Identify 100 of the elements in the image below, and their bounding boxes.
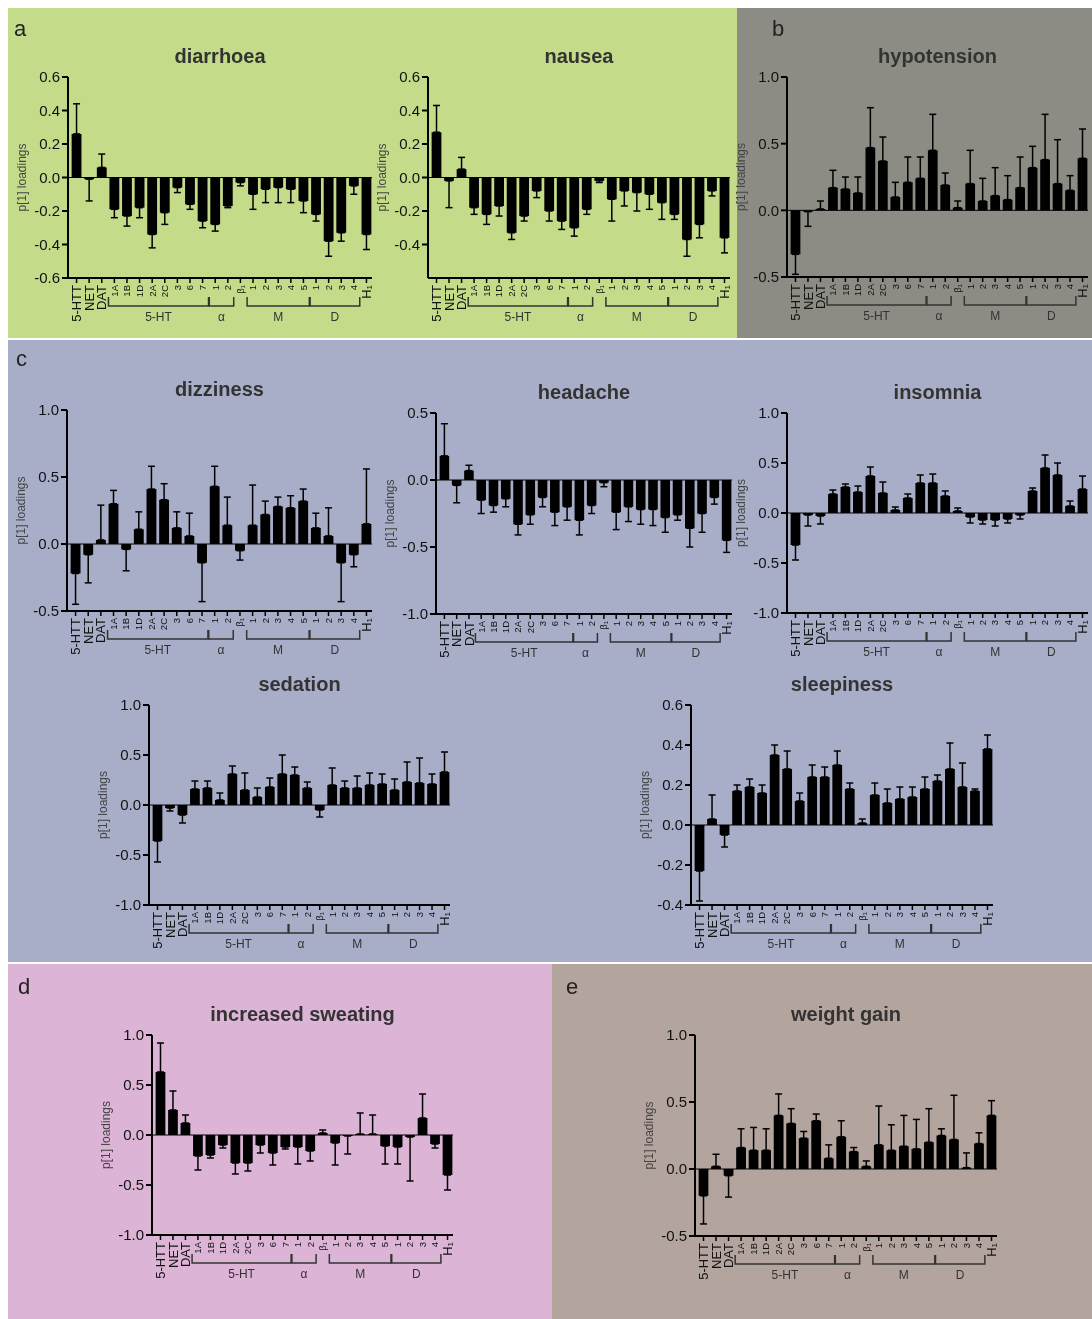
y-tick-label: -0.4 [657, 896, 683, 914]
x-tick-label: 2C [158, 617, 170, 631]
text: 5-HT [771, 1268, 799, 1282]
text: M [635, 646, 646, 660]
x-tick-label: 3 [171, 285, 183, 291]
y-tick-label: 0.2 [399, 135, 420, 153]
x-tick-label: 1B [487, 621, 499, 633]
x-tick-label: 4 [708, 621, 720, 627]
x-tick-label: 4 [348, 285, 360, 291]
x-tick-label: DAT [94, 284, 110, 311]
x-tick-label: 4 [1064, 284, 1076, 290]
x-tick-label: 4 [969, 912, 981, 918]
x-tick-label: 2A [512, 620, 524, 633]
chart-title: weight gain [790, 1003, 901, 1025]
x-tick-label: 1A [827, 619, 839, 632]
x-tick-label: 2C [781, 911, 793, 925]
y-tick-label: 0.4 [39, 101, 60, 119]
x-tick-label: 3 [416, 1242, 428, 1248]
text: 5-HT [504, 310, 532, 324]
x-tick-label: 1 [209, 618, 220, 624]
x-tick-label: 4 [643, 285, 655, 291]
x-tick-label: 2 [259, 618, 271, 624]
x-tick-label: 1A [731, 911, 743, 924]
text: α [300, 1267, 308, 1281]
x-tick-label: 1 [289, 912, 301, 918]
x-tick-label: 3 [889, 620, 901, 626]
x-tick-label: 2 [944, 912, 956, 918]
x-tick-label: 1 [1026, 284, 1038, 290]
x-tick-label: 3 [631, 285, 643, 291]
x-tick-label: 1 [1026, 620, 1038, 626]
y-tick-label: -1.0 [118, 1226, 144, 1244]
y-tick-label: -0.4 [394, 235, 420, 253]
chart-title: sedation [258, 673, 341, 695]
x-tick-label: 2 [1039, 620, 1051, 626]
x-tick-label: 4 [706, 285, 718, 291]
x-tick-label: 1 [209, 285, 221, 291]
x-tick-label: 3 [335, 618, 347, 624]
x-tick-label: 2 [304, 1242, 316, 1248]
text: D [688, 310, 698, 324]
x-tick-label: 6 [183, 618, 195, 624]
x-tick-label: H₁ [984, 1242, 1000, 1257]
y-tick-label: 0.4 [399, 101, 420, 119]
x-tick-label: 1A [475, 620, 487, 633]
x-tick-label: 5 [376, 912, 388, 918]
x-tick-label: 2A [229, 1241, 241, 1254]
x-tick-label: 2 [618, 285, 630, 291]
y-tick-label: -0.2 [657, 856, 683, 874]
chart-title: diarrhoea [174, 45, 267, 67]
text: D [330, 643, 340, 657]
x-tick-label: 1 [873, 1243, 885, 1249]
y-tick-label: 0.0 [120, 796, 141, 814]
text: d [18, 974, 31, 999]
x-tick-label: 1 [927, 284, 939, 290]
y-axis-title: p[1] loadings [14, 476, 28, 545]
x-tick-label: 4 [647, 621, 659, 627]
x-tick-label: 1 [292, 1242, 304, 1248]
x-tick-label: 4 [366, 1242, 378, 1248]
x-tick-label: 6 [549, 621, 561, 627]
y-tick-label: 0.5 [758, 134, 779, 152]
text: D [951, 937, 961, 951]
y-tick-label: -0.5 [753, 268, 779, 286]
y-axis-title: p[1] loadings [383, 479, 397, 548]
y-axis-title: p[1] loadings [642, 1101, 656, 1170]
x-tick-label: 3 [354, 1242, 366, 1248]
x-tick-label: 4 [906, 912, 918, 918]
x-tick-label: 2 [684, 621, 696, 627]
x-tick-label: 1 [835, 1243, 847, 1249]
x-tick-label: 5 [1014, 620, 1026, 626]
x-tick-label: β₁ [952, 620, 964, 629]
text: α [218, 310, 226, 324]
x-tick-label: 1A [189, 911, 201, 924]
x-tick-label: 2 [222, 285, 234, 291]
x-tick-label: 3 [889, 284, 901, 290]
x-tick-label: H₁ [719, 620, 735, 635]
y-tick-label: -0.6 [34, 269, 60, 287]
x-tick-label: 1 [391, 1242, 403, 1248]
x-tick-label: 2 [848, 1243, 860, 1249]
chart-title: headache [537, 381, 631, 403]
y-tick-label: 0.5 [666, 1093, 687, 1111]
y-tick-label: 1.0 [120, 696, 141, 714]
x-tick-label: 2C [239, 911, 251, 925]
x-tick-label: 3 [894, 912, 906, 918]
x-tick-label: 2 [301, 912, 313, 918]
x-tick-label: 6 [902, 284, 914, 290]
x-tick-label: 1B [121, 285, 133, 297]
x-tick-label: DAT [813, 283, 828, 310]
x-tick-label: 3 [635, 621, 647, 627]
x-tick-label: 2A [768, 911, 780, 924]
y-tick-label: 0.0 [399, 168, 420, 186]
x-tick-label: 3 [536, 621, 548, 627]
x-tick-label: β₁ [593, 285, 605, 294]
x-tick-label: β₁ [952, 284, 964, 293]
x-tick-label: 7 [561, 621, 573, 627]
x-tick-label: 6 [902, 620, 914, 626]
x-tick-label: 2A [505, 284, 517, 297]
x-tick-label: 2C [785, 1242, 797, 1256]
x-tick-label: 5 [297, 285, 309, 291]
x-tick-label: 6 [806, 912, 818, 918]
y-tick-label: -0.2 [394, 202, 420, 220]
text: 5-HT [228, 1267, 256, 1281]
